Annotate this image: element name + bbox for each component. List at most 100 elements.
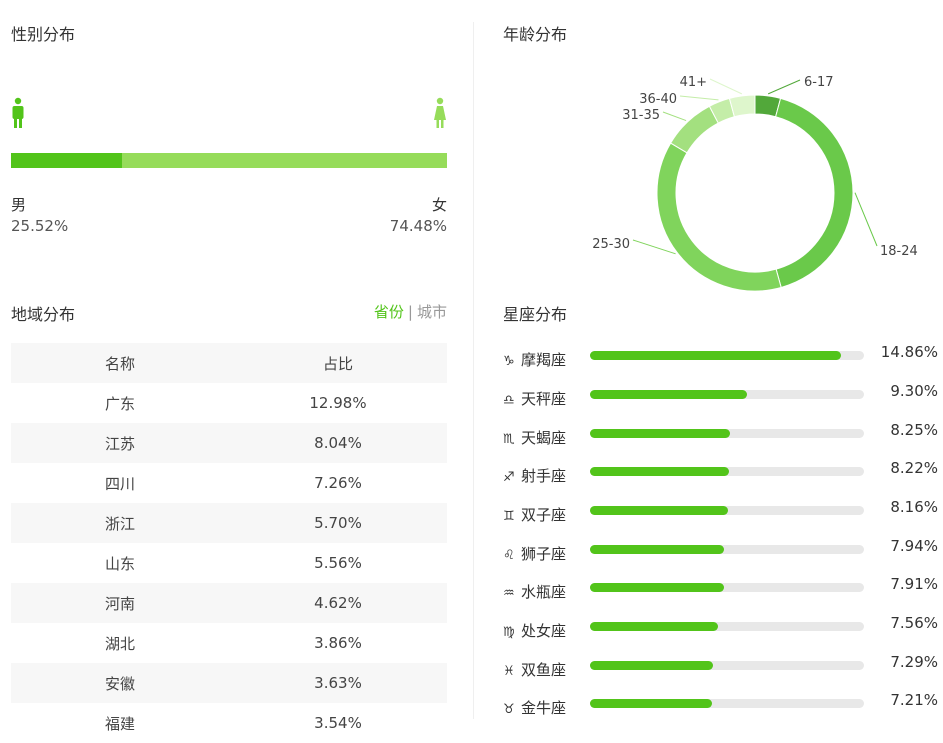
zodiac-bar-fill	[590, 583, 724, 592]
zodiac-label: ♒ 水瓶座	[503, 581, 566, 602]
region-name-cell: 浙江	[104, 514, 135, 533]
zodiac-value: 8.16%	[890, 498, 938, 516]
region-name-cell: 江苏	[104, 434, 135, 453]
region-name-cell: 广东	[104, 394, 135, 413]
zodiac-sign-icon: ♒	[503, 586, 515, 601]
zodiac-bar-track	[590, 390, 864, 399]
zodiac-row: ♒ 水瓶座 7.91%	[503, 575, 943, 603]
male-icon	[12, 97, 24, 128]
zodiac-name: 处女座	[521, 622, 567, 640]
table-row: 安徽 3.63%	[11, 663, 447, 703]
toggle-separator: |	[407, 303, 413, 321]
age-leader-line	[854, 192, 878, 247]
zodiac-name: 金牛座	[521, 699, 567, 717]
region-share-cell: 12.98%	[309, 394, 367, 412]
region-name-cell: 福建	[104, 714, 135, 733]
zodiac-sign-icon: ♐	[503, 470, 515, 485]
zodiac-name: 狮子座	[521, 545, 567, 563]
zodiac-name: 天秤座	[521, 390, 567, 408]
gender-title: 性别分布	[11, 25, 76, 44]
table-row: 广东 12.98%	[11, 383, 447, 423]
region-name-cell: 湖北	[104, 634, 135, 653]
column-header-share: 占比	[322, 354, 353, 373]
region-name-cell: 四川	[104, 474, 135, 493]
table-row: 湖北 3.86%	[11, 623, 447, 663]
region-name-cell: 山东	[104, 554, 135, 573]
zodiac-bar-track	[590, 661, 864, 670]
zodiac-value: 8.22%	[890, 459, 938, 477]
region-share-cell: 3.54%	[314, 714, 362, 732]
region-share-cell: 5.56%	[314, 554, 362, 572]
zodiac-label: ♓ 双鱼座	[503, 659, 566, 680]
age-label: 25-30	[592, 237, 630, 252]
zodiac-sign-icon: ♍	[503, 625, 515, 640]
region-table: 名称 占比 广东 12.98% 江苏 8.04% 四川 7.26% 浙江 5.70% 山东 5.5…	[11, 343, 447, 743]
table-row: 江苏 8.04%	[11, 423, 447, 463]
age-title: 年龄分布	[503, 25, 568, 44]
age-label: 31-35	[622, 108, 660, 123]
zodiac-bar-track	[590, 622, 864, 631]
zodiac-value: 7.91%	[890, 575, 938, 593]
zodiac-row: ♐ 射手座 8.22%	[503, 459, 943, 487]
zodiac-sign-icon: ♎	[503, 393, 515, 408]
zodiac-bar-fill	[590, 467, 730, 476]
age-slice-25-30	[656, 142, 782, 292]
age-slice-31-35	[669, 105, 719, 154]
zodiac-name: 水瓶座	[521, 583, 567, 601]
zodiac-sign-icon: ♓	[503, 664, 515, 679]
zodiac-bar-track	[590, 429, 864, 438]
female-value: 74.48%	[389, 217, 447, 235]
zodiac-name: 双鱼座	[521, 661, 567, 679]
zodiac-title: 星座分布	[503, 305, 568, 324]
table-row: 福建 3.54%	[11, 703, 447, 743]
zodiac-name: 双子座	[521, 506, 567, 524]
zodiac-bar-track	[590, 506, 864, 515]
age-leader-line	[662, 111, 687, 122]
zodiac-row: ♌ 狮子座 7.94%	[503, 537, 943, 565]
zodiac-bar-fill	[590, 429, 730, 438]
zodiac-value: 7.56%	[890, 614, 938, 632]
table-header: 名称 占比	[11, 343, 447, 383]
region-share-cell: 3.63%	[314, 674, 362, 692]
zodiac-bar-fill	[590, 622, 718, 631]
region-share-cell: 5.70%	[314, 514, 362, 532]
age-leader-line	[679, 95, 719, 101]
zodiac-value: 7.21%	[890, 691, 938, 709]
zodiac-label: ♐ 射手座	[503, 465, 566, 486]
zodiac-name: 摩羯座	[521, 351, 567, 369]
table-row: 山东 5.56%	[11, 543, 447, 583]
zodiac-row: ♓ 双鱼座 7.29%	[503, 653, 943, 681]
zodiac-bar-fill	[590, 390, 748, 399]
column-divider	[473, 22, 474, 719]
zodiac-name: 天蝎座	[521, 429, 567, 447]
gender-ratio-bar	[11, 153, 447, 168]
region-share-cell: 7.26%	[314, 474, 362, 492]
zodiac-bar-fill	[590, 699, 712, 708]
tab-province[interactable]: 省份	[373, 303, 404, 321]
zodiac-sign-icon: ♉	[503, 702, 515, 717]
zodiac-row: ♉ 金牛座 7.21%	[503, 691, 943, 719]
zodiac-sign-icon: ♏	[503, 432, 515, 447]
zodiac-label: ♑ 摩羯座	[503, 349, 566, 370]
age-slice-18-24	[774, 97, 854, 289]
region-share-cell: 4.62%	[314, 594, 362, 612]
column-header-name: 名称	[104, 354, 135, 373]
age-label: 36-40	[639, 92, 677, 107]
age-label: 6-17	[804, 75, 834, 90]
region-share-cell: 3.86%	[314, 634, 362, 652]
zodiac-row: ♎ 天秤座 9.30%	[503, 382, 943, 410]
tab-city[interactable]: 城市	[416, 303, 447, 321]
age-label: 18-24	[880, 244, 918, 259]
zodiac-value: 7.29%	[890, 653, 938, 671]
table-row: 浙江 5.70%	[11, 503, 447, 543]
zodiac-bar-fill	[590, 351, 842, 360]
zodiac-row: ♏ 天蝎座 8.25%	[503, 421, 943, 449]
female-icon	[434, 97, 446, 128]
age-label: 41+	[680, 75, 707, 90]
zodiac-label: ♏ 天蝎座	[503, 427, 566, 448]
male-ratio-fill	[11, 153, 123, 168]
male-label: 男	[11, 196, 27, 214]
zodiac-label: ♌ 狮子座	[503, 543, 566, 564]
zodiac-value: 9.30%	[890, 382, 938, 400]
